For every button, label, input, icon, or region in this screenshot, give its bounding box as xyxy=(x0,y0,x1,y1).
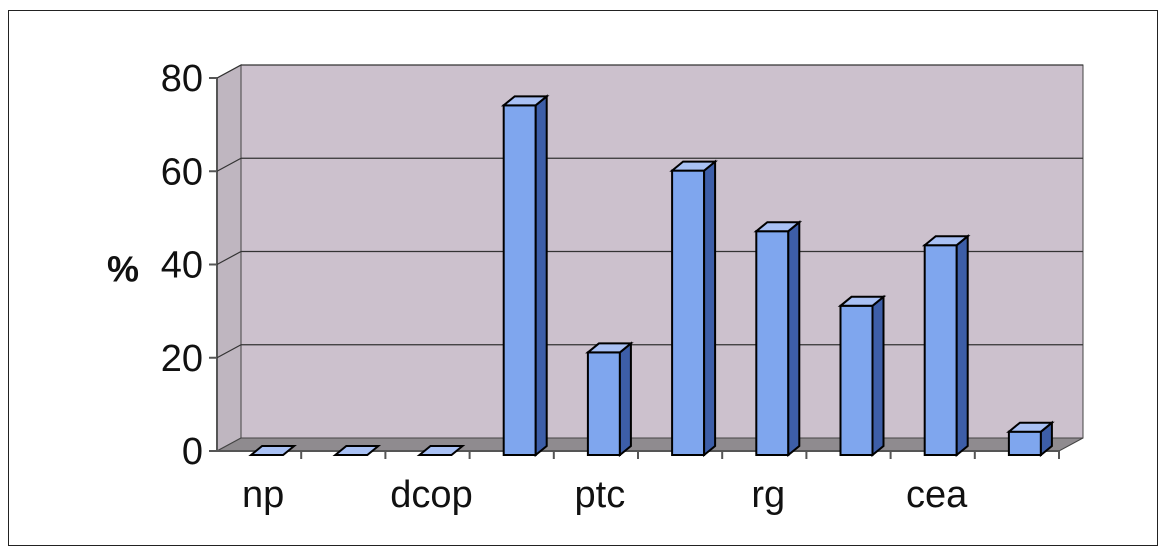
bar-top xyxy=(669,160,718,172)
bar-front xyxy=(1007,430,1042,456)
y-axis-ticks: 0 20 40 60 80 xyxy=(161,58,217,473)
bar-top xyxy=(585,342,634,354)
bar-top xyxy=(332,445,382,456)
y-tick-label: 60 xyxy=(161,151,203,193)
bar xyxy=(669,159,718,458)
x-tick-label: ptc xyxy=(575,474,626,516)
bar xyxy=(248,445,297,456)
bar-top xyxy=(500,95,550,107)
x-tick-label: dcop xyxy=(390,474,472,516)
x-tick-label: cea xyxy=(906,474,968,516)
bar xyxy=(837,294,887,458)
gridline-side xyxy=(216,157,242,172)
x-tick-label: rg xyxy=(751,474,785,516)
gridline-side xyxy=(216,344,242,359)
bar-top xyxy=(1006,421,1055,433)
bar-top xyxy=(753,221,803,233)
bar-front xyxy=(586,351,621,456)
bar-top xyxy=(837,295,887,307)
bar-side xyxy=(787,220,801,458)
bar-top xyxy=(416,445,466,456)
bar-side xyxy=(703,159,717,458)
y-tick-label: 20 xyxy=(161,338,203,380)
bar xyxy=(332,445,382,456)
y-tick-label: 40 xyxy=(161,245,203,287)
bar xyxy=(921,234,971,458)
bar xyxy=(500,94,550,458)
x-axis-ticks: np dcop ptc rg cea xyxy=(242,451,1060,516)
bar-front xyxy=(923,244,958,456)
gridline-side xyxy=(216,64,242,79)
bar xyxy=(1006,420,1055,458)
bar xyxy=(585,341,634,458)
y-axis-title: % xyxy=(107,249,139,290)
bar-side xyxy=(955,234,969,458)
chart-frame: 0 20 40 60 80 np dcop ptc rg cea % xyxy=(8,10,1158,546)
bar-front xyxy=(755,230,790,456)
bar-side xyxy=(618,341,632,458)
bar-top xyxy=(921,235,971,247)
bar xyxy=(753,220,803,458)
y-tick-label: 0 xyxy=(182,431,203,473)
x-tick-label: np xyxy=(242,474,284,516)
bars xyxy=(248,94,1055,458)
y-tick-label: 80 xyxy=(161,58,203,100)
gridline-side xyxy=(216,250,242,266)
bar-side xyxy=(534,94,548,458)
bar-top xyxy=(248,445,297,456)
bar-chart: 0 20 40 60 80 np dcop ptc rg cea % xyxy=(107,58,1084,516)
bar-front xyxy=(502,104,537,456)
bar-front xyxy=(839,304,874,456)
bar-front xyxy=(671,169,706,456)
bar-side xyxy=(871,294,885,458)
bar xyxy=(416,445,466,456)
